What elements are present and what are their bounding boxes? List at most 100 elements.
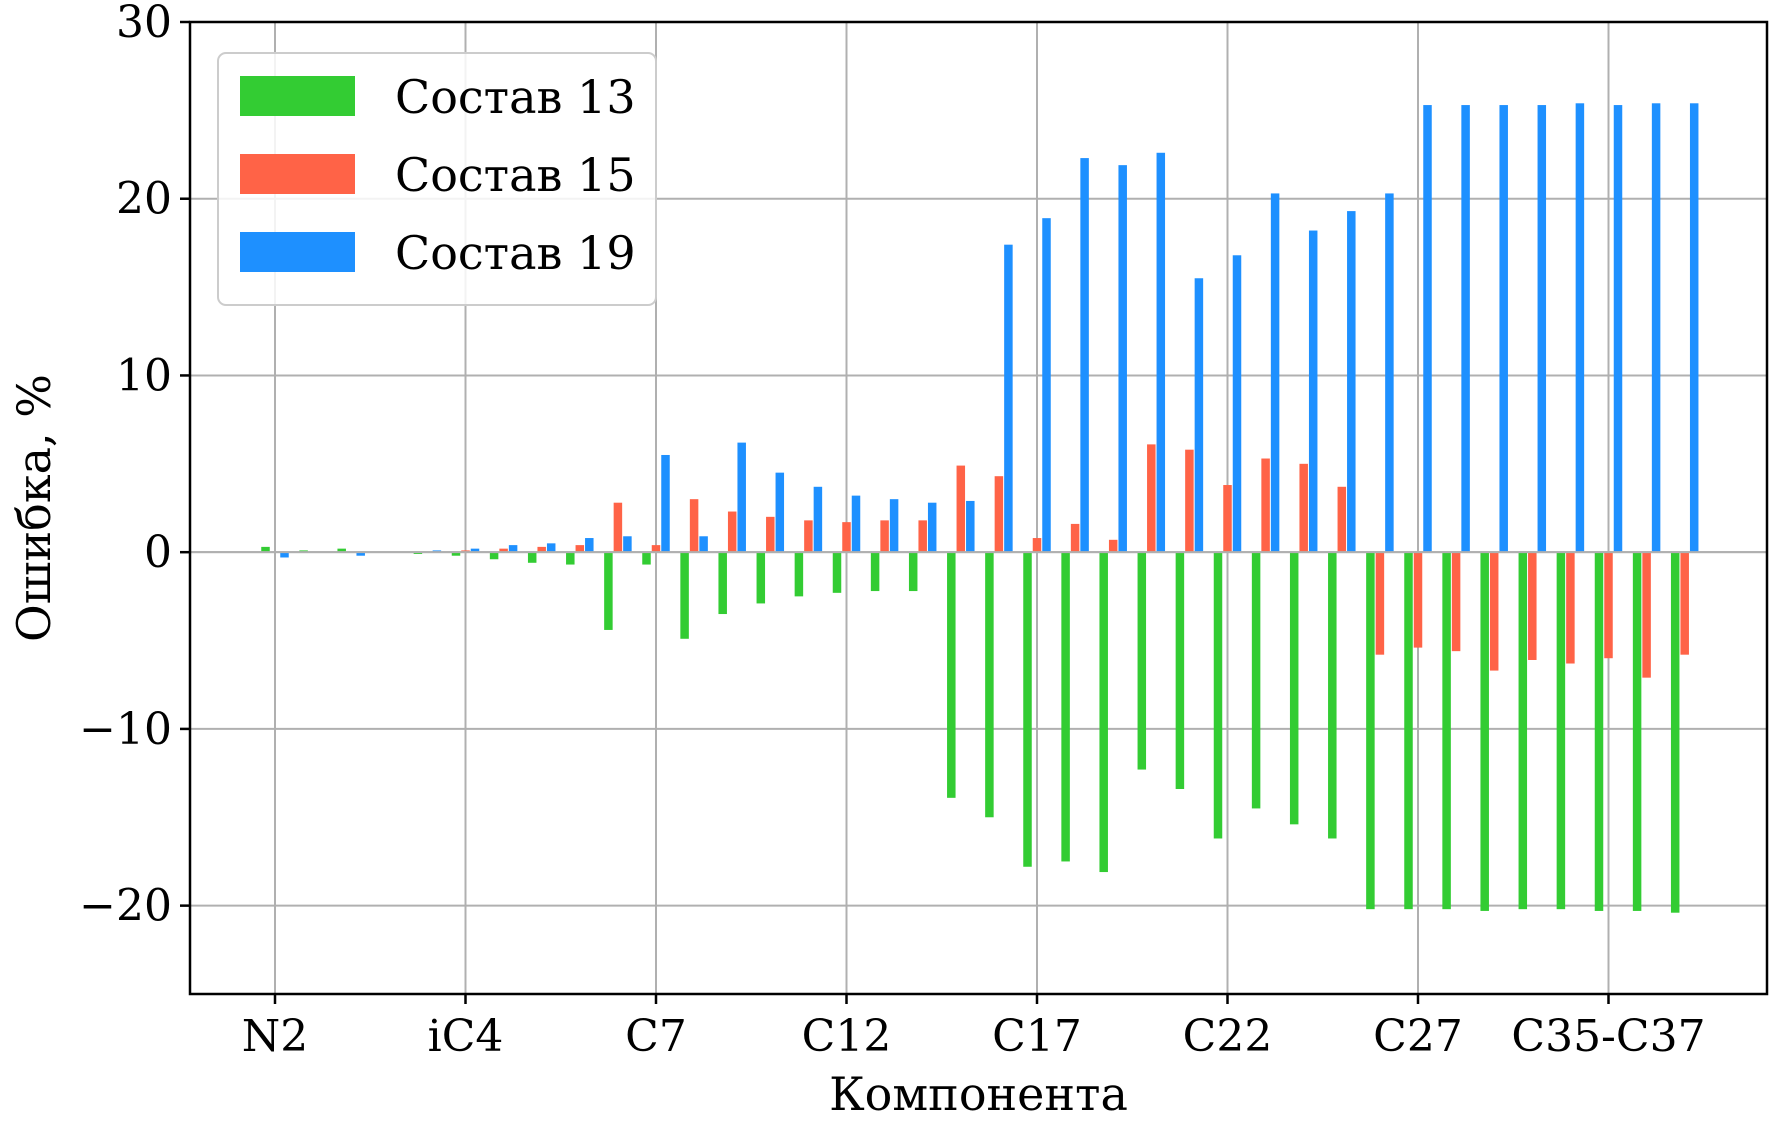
bar: [1528, 552, 1537, 660]
bar: [1270, 193, 1280, 553]
bar: [689, 499, 699, 553]
bar: [280, 552, 289, 558]
bar: [1023, 552, 1032, 867]
bar: [804, 520, 813, 553]
bar: [1423, 105, 1432, 553]
bar: [851, 495, 861, 553]
bar: [947, 552, 956, 798]
bar: [604, 552, 613, 630]
bar: [1575, 103, 1585, 553]
bar: [1518, 552, 1528, 910]
bar: [1347, 211, 1356, 553]
bar: [775, 472, 785, 553]
bar: [832, 552, 842, 593]
bar: [1175, 552, 1185, 789]
bar: [1442, 552, 1451, 910]
y-tick-label: −10: [79, 704, 172, 755]
bar: [1099, 552, 1108, 873]
bar: [1080, 158, 1089, 553]
bar: [1461, 105, 1470, 553]
bar: [1261, 458, 1270, 553]
bar: [261, 546, 270, 553]
bar: [1651, 103, 1661, 553]
bar: [1366, 552, 1375, 910]
bar: [1156, 152, 1166, 553]
bar: [680, 552, 689, 639]
bar: [1537, 105, 1547, 553]
y-tick-label: −20: [79, 881, 172, 932]
y-tick-label: 20: [116, 174, 172, 225]
bar: [966, 500, 975, 553]
x-tick-label: N2: [242, 1011, 309, 1062]
bar: [1604, 552, 1613, 659]
bar: [661, 454, 670, 553]
bar: [613, 502, 623, 553]
bar: [870, 552, 880, 592]
bar: [489, 552, 499, 560]
bars: [190, 103, 1767, 913]
bar: [1137, 552, 1147, 770]
bar: [1632, 552, 1642, 911]
bar: [537, 546, 546, 553]
bar: [1404, 552, 1413, 910]
bar: [651, 545, 661, 553]
bar: [1070, 523, 1080, 553]
bar: [1118, 165, 1127, 553]
bar: [994, 476, 1004, 553]
bar: [1489, 552, 1499, 671]
bar: [880, 520, 889, 553]
bar: [623, 536, 632, 553]
bar: [1451, 552, 1461, 652]
bar: [1480, 552, 1489, 911]
bar: [1004, 244, 1013, 553]
bar: [737, 442, 746, 553]
legend-swatch: [240, 76, 355, 116]
legend: Состав 13 Состав 15 Состав 19: [217, 52, 657, 306]
bar: [1680, 552, 1689, 655]
x-tick-label: C22: [1183, 1011, 1273, 1062]
plot-frame: [188, 20, 1769, 996]
bar: [813, 486, 823, 553]
bar: [699, 536, 708, 553]
bar: [1299, 463, 1308, 553]
bar: [1642, 552, 1651, 678]
bar: [1670, 552, 1680, 913]
bar: [1213, 552, 1223, 839]
bar: [356, 552, 365, 556]
x-tick-label: iC4: [428, 1011, 504, 1062]
bar: [794, 552, 804, 597]
bar: [1108, 539, 1118, 553]
bar: [1375, 552, 1385, 655]
bar: [1556, 552, 1566, 910]
bar: [889, 499, 899, 553]
bar: [585, 538, 594, 553]
bar: [499, 548, 508, 553]
bar: [908, 552, 918, 592]
bar: [451, 552, 461, 556]
y-tick-label: 30: [116, 0, 172, 48]
x-tick-label: C7: [625, 1011, 687, 1062]
bar: [1499, 105, 1508, 553]
legend-label: Состав 13: [395, 70, 636, 124]
y-tick-label: 0: [144, 527, 172, 578]
legend-label: Состав 15: [395, 148, 636, 202]
bar: [927, 502, 937, 553]
x-tick-label: C17: [992, 1011, 1082, 1062]
bar: [1385, 193, 1394, 553]
bar: [918, 520, 927, 553]
bar: [1566, 552, 1575, 664]
bar: [566, 552, 575, 565]
bar: [1223, 485, 1232, 553]
bar: [1308, 230, 1318, 553]
bar: [470, 548, 480, 553]
bar: [1194, 278, 1204, 553]
bar: [1042, 218, 1051, 553]
bar: [1689, 103, 1699, 553]
bar: [1413, 552, 1423, 648]
bar: [756, 552, 766, 604]
bar: [1613, 105, 1623, 553]
bar: [1328, 552, 1337, 839]
x-tick-label: C27: [1373, 1011, 1463, 1062]
x-tick-label: C12: [802, 1011, 892, 1062]
